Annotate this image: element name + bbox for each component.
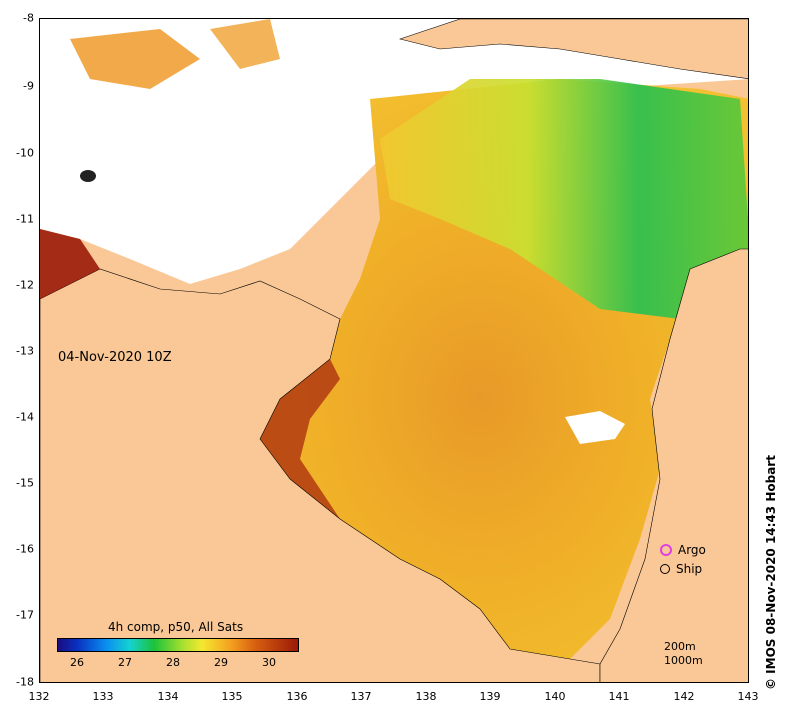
y-tick-12: -12: [16, 278, 34, 292]
x-tick-143: 143: [737, 690, 759, 703]
land-cape-york: [599, 248, 748, 682]
colorbar-title: 4h comp, p50, All Sats: [108, 620, 244, 634]
y-tick-10: -10: [16, 146, 34, 160]
x-tick-138: 138: [415, 690, 437, 703]
depth-label-1000m: 1000m: [664, 654, 703, 667]
sea-speckle-nw: [70, 29, 200, 89]
x-tick-142: 142: [673, 690, 695, 703]
colorbar-tick-29: 29: [214, 656, 228, 669]
x-tick-139: 139: [479, 690, 501, 703]
colorbar-tick-28: 28: [166, 656, 180, 669]
legend-argo-label: Argo: [678, 543, 706, 557]
y-tick-11: -11: [16, 212, 34, 226]
y-tick-16: -16: [16, 542, 34, 556]
y-tick-9: -9: [23, 79, 34, 93]
legend-argo: Argo: [660, 543, 706, 557]
x-tick-132: 132: [28, 690, 50, 703]
y-tick-13: -13: [16, 344, 34, 358]
ship-marker-icon: [660, 564, 670, 574]
sst-map[interactable]: [39, 18, 749, 683]
sst-map-svg: [40, 19, 748, 682]
x-tick-141: 141: [608, 690, 630, 703]
land-arnhem: [40, 268, 601, 682]
colorbar-tick-27: 27: [118, 656, 132, 669]
argo-marker-icon: [660, 544, 672, 556]
sea-surface-north: [380, 79, 748, 319]
colorbar: [57, 638, 299, 652]
land-west-lobe: [40, 229, 100, 299]
y-tick-15: -15: [16, 476, 34, 490]
y-tick-14: -14: [16, 410, 34, 424]
x-tick-136: 136: [286, 690, 308, 703]
x-tick-133: 133: [92, 690, 114, 703]
credit-text: © IMOS 08-Nov-2020 14:43 Hobart: [764, 455, 778, 690]
depth-label-200m: 200m: [664, 640, 696, 653]
y-tick-17: -17: [16, 608, 34, 622]
map-timestamp: 04-Nov-2020 10Z: [58, 350, 172, 365]
colorbar-tick-30: 30: [262, 656, 276, 669]
y-tick-8: -8: [23, 11, 34, 25]
colorbar-tick-26: 26: [70, 656, 84, 669]
island: [80, 170, 96, 182]
legend-ship: Ship: [660, 562, 702, 576]
sea-speckle-nw2: [210, 19, 280, 69]
legend-ship-label: Ship: [676, 562, 703, 576]
cloud-patch-gulf: [565, 411, 625, 444]
x-tick-140: 140: [544, 690, 566, 703]
x-tick-137: 137: [350, 690, 372, 703]
x-tick-134: 134: [157, 690, 179, 703]
y-tick-18: -18: [16, 675, 34, 689]
x-tick-135: 135: [221, 690, 243, 703]
land-new-guinea: [398, 19, 748, 80]
